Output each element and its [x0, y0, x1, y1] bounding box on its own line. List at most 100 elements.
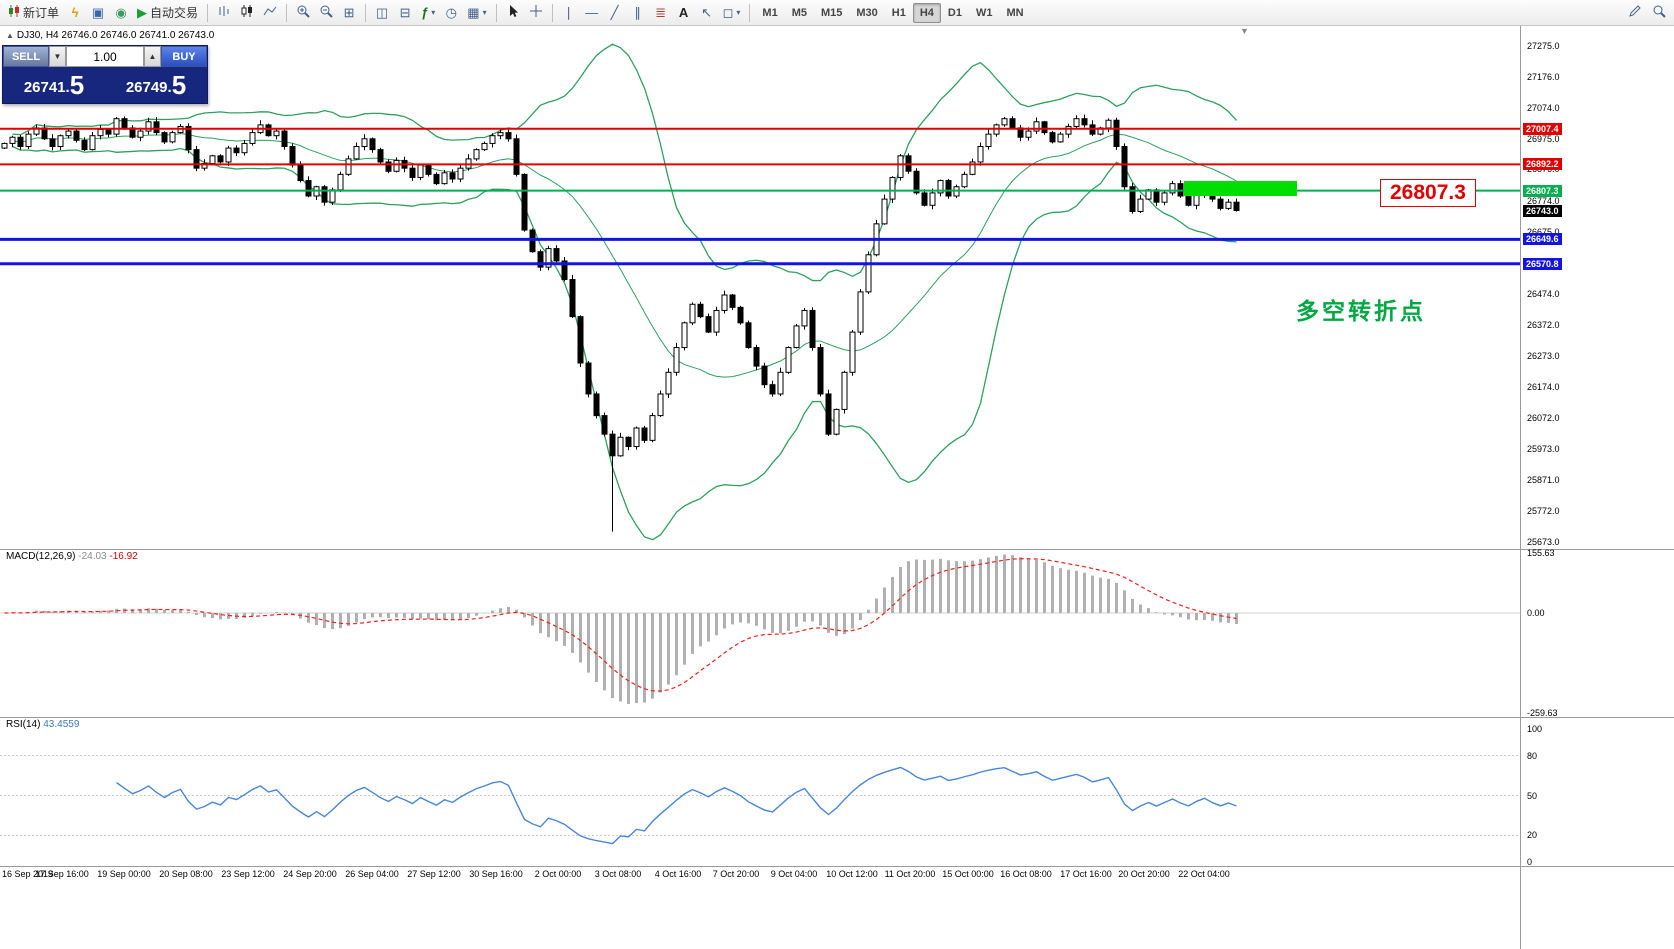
- toolbar-separator: [749, 3, 751, 22]
- arrange-windows-button[interactable]: ◫: [371, 2, 393, 24]
- time-label: 16 Oct 08:00: [1000, 869, 1052, 879]
- crosshair-icon: [529, 4, 543, 21]
- price-tick: 25871.0: [1527, 475, 1560, 486]
- time-label: 11 Oct 20:00: [884, 869, 936, 879]
- text-tool-button[interactable]: A: [673, 2, 695, 24]
- macd-panel-separator[interactable]: [0, 549, 1674, 550]
- auto-trading-button[interactable]: ▶ 自动交易: [133, 2, 202, 24]
- timeframe-mn-button[interactable]: MN: [1006, 6, 1024, 19]
- one-click-trading-panel: SELL ▼ ▲ BUY 26741.5 26749.5: [2, 45, 208, 104]
- horizontal-line-tool-button[interactable]: ―: [581, 2, 603, 24]
- timeframe-d1-button[interactable]: D1: [947, 6, 962, 19]
- new-order-label: 新订单: [23, 6, 60, 20]
- price-level-label: 26807.3: [1523, 184, 1562, 197]
- market-watch-button[interactable]: ▣: [87, 2, 109, 24]
- time-label: 27 Sep 12:00: [407, 869, 461, 879]
- volume-down-button[interactable]: ▼: [49, 46, 66, 67]
- tile-windows-button[interactable]: ⊞: [338, 2, 360, 24]
- line-chart-type-button[interactable]: [259, 2, 281, 24]
- price-axis-separator[interactable]: [1520, 26, 1521, 949]
- time-axis[interactable]: 16 Sep 2019 17 Sep 16:00 19 Sep 00:00 20 Se…: [0, 869, 1520, 883]
- fibonacci-tool-button[interactable]: ≣: [650, 2, 672, 24]
- price-tick: 27176.0: [1527, 71, 1560, 82]
- toolbar-separator: [495, 3, 497, 22]
- price-tick: 27275.0: [1527, 41, 1560, 51]
- vertical-line-tool-button[interactable]: ∣: [558, 2, 580, 24]
- bar-chart-type-button[interactable]: [213, 2, 235, 24]
- current-price-label: 26743.0: [1523, 204, 1562, 217]
- clock-icon: ◷: [445, 5, 457, 20]
- trendline-icon: ╱: [610, 5, 619, 20]
- timeframe-m30-button[interactable]: M30: [856, 6, 878, 19]
- buy-button[interactable]: BUY: [161, 46, 207, 67]
- macd-signal-value: -16.92: [109, 551, 138, 562]
- indicators-button[interactable]: ƒ ▾: [417, 2, 439, 24]
- templates-button[interactable]: ▦ ▾: [463, 2, 490, 24]
- toolbar-separator: [551, 3, 553, 22]
- period-button[interactable]: ◷: [440, 2, 462, 24]
- time-label: 10 Oct 12:00: [826, 869, 878, 879]
- time-label: 24 Sep 20:00: [283, 869, 337, 879]
- time-label: 30 Sep 16:00: [469, 869, 523, 879]
- cascade-windows-icon: ⊟: [399, 5, 411, 20]
- timeframe-w1-button[interactable]: W1: [975, 6, 993, 19]
- time-axis-separator: [0, 866, 1674, 867]
- time-label: 22 Oct 04:00: [1178, 869, 1230, 879]
- alert-button[interactable]: ϟ: [64, 2, 86, 24]
- search-button[interactable]: [1648, 2, 1670, 24]
- zoom-in-button[interactable]: [292, 2, 314, 24]
- sell-price-main: 26741.: [23, 79, 70, 96]
- candle-chart-type-button[interactable]: [236, 2, 258, 24]
- green-highlight-box[interactable]: [1184, 181, 1297, 196]
- sell-button[interactable]: SELL: [3, 46, 49, 67]
- price-tick: 0: [1527, 857, 1533, 867]
- price-tick: 26372.0: [1527, 320, 1560, 331]
- timeframe-h4-button[interactable]: H4: [912, 2, 941, 23]
- price-tick: 26975.0: [1527, 133, 1560, 144]
- price-tick: 100: [1527, 724, 1543, 734]
- time-label: 7 Oct 20:00: [712, 869, 760, 879]
- template-icon: ▦: [467, 5, 480, 20]
- timeframe-m1-button[interactable]: M1: [762, 6, 778, 19]
- timeframe-m15-button[interactable]: M15: [820, 6, 843, 19]
- channel-tool-button[interactable]: ∥: [627, 2, 649, 24]
- arrow-tool-button[interactable]: ↖: [696, 2, 718, 24]
- price-tick: 26675.0: [1527, 226, 1560, 237]
- new-order-button[interactable]: 新订单: [4, 2, 63, 24]
- cursor-tool-button[interactable]: [502, 2, 524, 24]
- volume-up-button[interactable]: ▲: [144, 46, 161, 67]
- price-tick: 25772.0: [1527, 505, 1560, 516]
- price-axis[interactable]: 27275.027176.027074.026975.026876.026774…: [1521, 0, 1674, 949]
- time-label: 15 Oct 00:00: [942, 869, 994, 879]
- buy-price[interactable]: 26749.5: [105, 67, 207, 103]
- chart-shift-marker-icon[interactable]: ▼: [1240, 26, 1249, 36]
- trendline-tool-button[interactable]: ╱: [604, 2, 626, 24]
- market-watch-icon: ▣: [91, 5, 105, 20]
- price-tick: 25673.0: [1527, 536, 1560, 547]
- time-label: 23 Sep 12:00: [221, 869, 275, 879]
- toolbar-separator: [286, 3, 288, 22]
- community-button[interactable]: ◉: [110, 2, 132, 24]
- time-label: 20 Oct 20:00: [1118, 869, 1170, 879]
- timeframe-h1-button[interactable]: H1: [891, 6, 906, 19]
- zoom-out-button[interactable]: [315, 2, 337, 24]
- rsi-panel-separator[interactable]: [0, 717, 1674, 718]
- pencil-icon: [1628, 4, 1642, 21]
- cursor-icon: [506, 4, 520, 21]
- sell-price-big-digit: 5: [69, 70, 85, 100]
- text-icon: A: [678, 5, 689, 20]
- expand-arrow-icon[interactable]: ▲: [6, 31, 14, 40]
- zoom-in-icon: [296, 4, 310, 21]
- edit-button[interactable]: [1624, 2, 1646, 24]
- cascade-windows-button[interactable]: ⊟: [394, 2, 416, 24]
- shapes-tool-button[interactable]: ◻ ▾: [719, 2, 745, 24]
- candlestick-icon: [240, 4, 254, 21]
- time-label: 19 Sep 00:00: [97, 869, 151, 879]
- price-tick: 80: [1527, 750, 1538, 761]
- crosshair-tool-button[interactable]: [525, 2, 547, 24]
- volume-input[interactable]: [66, 46, 144, 67]
- timeframe-m5-button[interactable]: M5: [791, 6, 807, 19]
- chevron-down-icon: ▾: [431, 7, 436, 17]
- sell-price[interactable]: 26741.5: [3, 67, 105, 103]
